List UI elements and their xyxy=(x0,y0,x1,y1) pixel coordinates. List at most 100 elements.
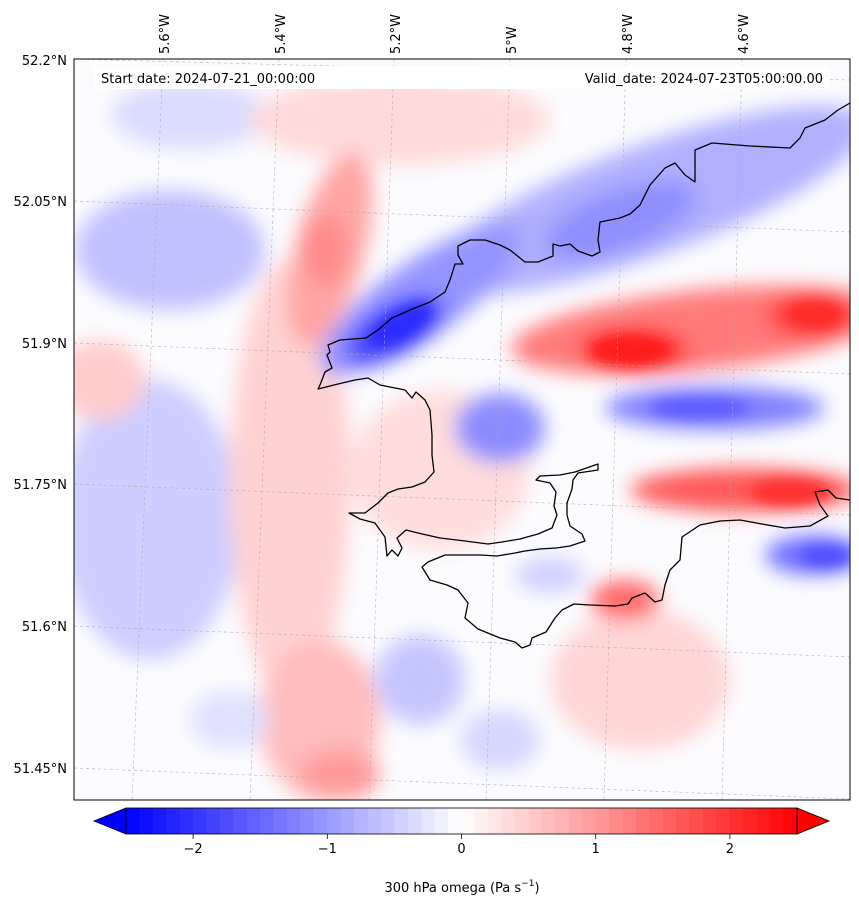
red-area-west-coast xyxy=(74,340,145,420)
red-peak-east xyxy=(590,335,670,365)
colorbar-segment xyxy=(542,808,557,834)
colorbar-segment xyxy=(582,808,597,834)
colorbar-segment xyxy=(273,808,288,834)
colorbar-segment xyxy=(340,808,355,834)
colorbar-segment xyxy=(380,808,395,834)
colorbar-segment xyxy=(528,808,543,834)
colorbar-segment xyxy=(126,808,141,834)
lat-tick-label: 51.75°N xyxy=(14,478,67,493)
colorbar-segment xyxy=(622,808,637,834)
colorbar-segment xyxy=(555,808,570,834)
blue-area-south xyxy=(375,635,465,725)
colorbar-segment xyxy=(193,808,208,834)
longitude-ticks: 5.6°W 5.4°W 5.2°W 5°W 4.8°W 4.6°W xyxy=(158,14,752,54)
colorbar-segment xyxy=(649,808,664,834)
colorbar-segment xyxy=(246,808,261,834)
colorbar-segment xyxy=(474,808,489,834)
red-band-west xyxy=(230,260,350,700)
colorbar-label: 300 hPa omega (Pa s−1) xyxy=(384,879,539,896)
gridlines xyxy=(74,59,850,800)
colorbar-segment xyxy=(515,808,530,834)
lon-tick-label: 4.6°W xyxy=(737,14,752,54)
colorbar-tick-label: 2 xyxy=(726,842,734,857)
colorbar-segment xyxy=(354,808,369,834)
gridline-lon xyxy=(131,59,164,800)
colorbar-segment xyxy=(287,808,302,834)
blue-area-north xyxy=(110,80,270,150)
lat-tick-label: 51.9°N xyxy=(22,337,67,352)
colorbar-tick-label: 0 xyxy=(457,842,465,857)
colorbar-label-suffix: ) xyxy=(534,881,539,896)
colorbar-segment xyxy=(662,808,677,834)
lat-tick-label: 52.05°N xyxy=(14,195,67,210)
colorbar: −2 −1 0 1 2 300 hPa omega (Pa s−1) xyxy=(92,807,831,896)
valid-date-label: Valid_date: 2024-07-23T05:00:00.00 xyxy=(585,72,823,87)
colorbar-segments xyxy=(126,808,798,834)
colorbar-segment xyxy=(327,808,342,834)
colorbar-segment xyxy=(260,808,275,834)
blue-core-northeast xyxy=(544,180,696,260)
colorbar-segment xyxy=(716,808,731,834)
colorbar-segment xyxy=(152,808,167,834)
colorbar-segment xyxy=(568,808,583,834)
colorbar-segment xyxy=(703,808,718,834)
blue-spot-central xyxy=(455,393,545,463)
map-panel: Start date: 2024-07-21_00:00:00 Valid_da… xyxy=(73,58,851,801)
colorbar-segment xyxy=(421,808,436,834)
blue-area-south-channel xyxy=(515,557,585,593)
lon-tick-label: 5.2°W xyxy=(389,14,404,54)
colorbar-segment xyxy=(434,808,449,834)
info-box: Start date: 2024-07-21_00:00:00 Valid_da… xyxy=(94,66,830,89)
colorbar-tick-label: 1 xyxy=(592,842,600,857)
colorbar-segment xyxy=(166,808,181,834)
blue-area-northwest xyxy=(75,190,265,310)
colorbar-segment xyxy=(595,808,610,834)
colorbar-segment xyxy=(609,808,624,834)
colorbar-segment xyxy=(743,808,758,834)
lon-tick-label: 4.8°W xyxy=(621,14,636,54)
colorbar-label-exponent: −1 xyxy=(521,879,534,889)
colorbar-segment xyxy=(635,808,650,834)
colorbar-segment xyxy=(219,808,234,834)
colorbar-tick-label: −2 xyxy=(184,842,203,857)
colorbar-segment xyxy=(407,808,422,834)
colorbar-extend-min xyxy=(92,807,127,835)
red-peak-far-east xyxy=(785,301,845,329)
red-spot-coast-south xyxy=(590,580,660,620)
map-frame xyxy=(73,58,851,801)
red-area-southeast xyxy=(550,610,730,750)
lat-tick-label: 51.6°N xyxy=(22,620,67,635)
blue-peak-east xyxy=(650,398,750,418)
colorbar-segment xyxy=(179,808,194,834)
colorbar-segment xyxy=(313,808,328,834)
omega-field xyxy=(74,75,850,800)
colorbar-segment xyxy=(488,808,503,834)
coastline-main xyxy=(317,102,850,649)
latitude-ticks: 52.2°N 52.05°N 51.9°N 51.75°N 51.6°N 51.… xyxy=(14,54,67,777)
red-area-northeast xyxy=(250,75,550,165)
colorbar-segment xyxy=(139,808,154,834)
blue-area-south-2 xyxy=(460,710,540,770)
blue-area-west xyxy=(74,380,240,660)
blue-peak-southeast xyxy=(800,546,850,566)
colorbar-segment xyxy=(233,808,248,834)
colorbar-segment xyxy=(756,808,771,834)
colorbar-segment xyxy=(448,808,463,834)
colorbar-extend-max xyxy=(796,807,831,835)
colorbar-segment xyxy=(501,808,516,834)
blue-area-southwest xyxy=(190,690,270,750)
colorbar-segment xyxy=(394,808,409,834)
colorbar-label-prefix: 300 hPa omega (Pa s xyxy=(384,881,521,896)
lon-tick-label: 5°W xyxy=(505,26,520,54)
coastline xyxy=(317,102,850,649)
colorbar-ticks: −2 −1 0 1 2 xyxy=(184,834,734,857)
info-box-background xyxy=(94,66,830,89)
colorbar-segment xyxy=(770,808,785,834)
lon-tick-label: 5.4°W xyxy=(274,14,289,54)
colorbar-segment xyxy=(676,808,691,834)
colorbar-tick-label: −1 xyxy=(318,842,337,857)
colorbar-segment xyxy=(461,808,476,834)
lat-tick-label: 52.2°N xyxy=(22,54,67,69)
start-date-label: Start date: 2024-07-21_00:00:00 xyxy=(101,72,315,87)
